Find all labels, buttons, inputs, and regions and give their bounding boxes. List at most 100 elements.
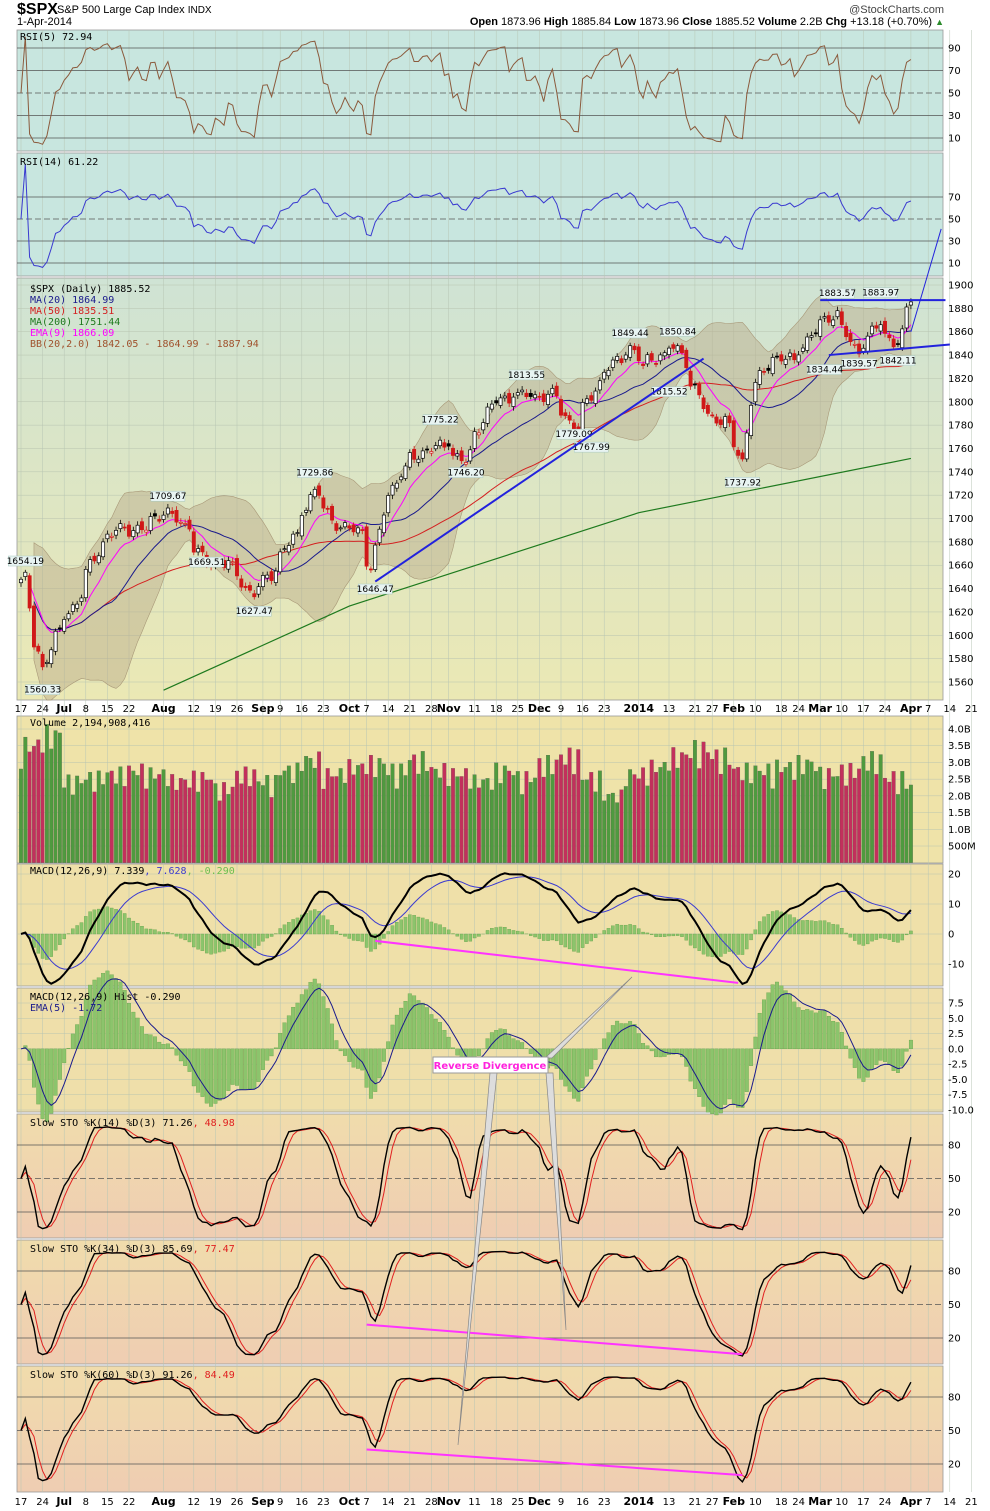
quote-bar: Open 1873.96 High 1885.84 Low 1873.96 Cl…: [470, 16, 944, 28]
volume-bar: [338, 768, 343, 863]
macd-hist-bar: [792, 1001, 797, 1050]
macd-histogram-bar: [300, 914, 304, 935]
price-y-tick: 1600: [948, 631, 973, 642]
macd-histogram-bar: [58, 933, 62, 945]
candle-body: [567, 415, 572, 421]
macd-histogram-bar: [395, 922, 399, 935]
price-label: 1849.44: [612, 329, 649, 339]
sto14-y-tick: 50: [948, 1174, 961, 1185]
candle-body: [783, 358, 788, 365]
candle-body: [874, 325, 879, 329]
rsi5-legend: RSI(5) 72.94: [20, 32, 92, 43]
macd-hist-bar: [718, 1048, 723, 1114]
x-tick-label: 27: [706, 1497, 719, 1508]
volume-bar: [671, 747, 676, 863]
macd-histogram-bar: [62, 933, 66, 940]
volume-bar: [455, 776, 460, 863]
price-label: 1883.57: [819, 289, 856, 299]
candle-body: [809, 335, 814, 338]
macd-hist-bar: [209, 1048, 214, 1107]
macd-hist-bar: [610, 1025, 615, 1050]
volume-bar: [852, 777, 857, 863]
macd-hist-bar: [671, 1048, 676, 1055]
macd-hist-bar: [217, 1048, 222, 1101]
candle-body: [537, 395, 542, 398]
macd-hist-bar: [321, 996, 326, 1050]
volume-bar: [610, 792, 615, 863]
rsi14-y-tick: 50: [948, 215, 961, 226]
price-label: 1746.20: [447, 469, 484, 479]
candle-body: [520, 389, 525, 393]
macd-histogram-bar: [546, 933, 550, 941]
macd-histogram-bar: [680, 933, 684, 937]
macd-hist-bar: [736, 1048, 741, 1108]
vol-y-tick: 1.0B: [948, 825, 971, 836]
volume-bar: [27, 751, 32, 863]
macd-histogram-bar: [205, 933, 209, 954]
macd-hist-bar: [887, 1048, 892, 1065]
sto14-k-line: [20, 1126, 912, 1231]
volume-bar: [101, 784, 105, 863]
x-tick-label: 18: [775, 704, 788, 715]
sto34-y-tick: 50: [948, 1300, 961, 1311]
macd-hist-bar: [416, 1000, 421, 1050]
volume-bar: [818, 766, 823, 863]
sto34-d: , 77.47: [193, 1244, 235, 1255]
volume-bar: [317, 751, 321, 863]
candle-body: [44, 661, 49, 664]
macd-hist-bar: [883, 1048, 887, 1062]
macd-hist-bar: [628, 1021, 633, 1050]
ma200-legend: MA(200) 1751.44: [30, 317, 120, 328]
candle-body: [373, 544, 378, 570]
candle-body: [295, 532, 300, 534]
x-tick-label: 24: [879, 1497, 892, 1508]
x-tick-label: Feb: [723, 702, 746, 715]
volume-bar: [438, 777, 442, 863]
macd-hist-bar: [295, 1002, 300, 1050]
volume-bar: [675, 767, 680, 863]
x-tick-label: Apr: [900, 702, 922, 715]
rsi5-y-tick: 90: [948, 44, 961, 55]
volume-bar: [714, 749, 719, 863]
volume-bar: [70, 794, 75, 863]
macd-hist-bar: [152, 1036, 157, 1050]
price-y-tick: 1800: [948, 397, 973, 408]
volume-bar: [351, 774, 356, 863]
candle-body: [649, 353, 654, 361]
volume-bar: [502, 765, 507, 863]
x-tick-label: 17: [857, 704, 870, 715]
volume-bar: [528, 782, 533, 863]
macd-hist-bar: [204, 1048, 209, 1104]
volume-bar: [347, 759, 352, 863]
macd-histogram-bar: [507, 929, 511, 935]
x-tick-label: 9: [558, 704, 564, 715]
trendline: [374, 357, 705, 583]
macd-hist-bar: [809, 1010, 814, 1050]
macd-y-tick: 20: [948, 870, 961, 881]
x-tick-label: 12: [187, 704, 200, 715]
candle-body: [394, 482, 399, 489]
candle-body: [165, 507, 170, 515]
x-tick-label: 21: [965, 1497, 978, 1508]
macd-hist-bar: [157, 1041, 162, 1050]
candle-body: [312, 488, 317, 498]
macd-hist-ema-line: [20, 978, 912, 1110]
volume-bar: [425, 771, 429, 863]
sto14-k: 71.26: [162, 1118, 192, 1129]
macd-legend-value: 7.339: [114, 866, 144, 877]
candle-body: [658, 354, 663, 362]
macd-histogram-bar: [520, 931, 524, 935]
sto60-y-tick: 50: [948, 1426, 961, 1437]
volume-bar: [874, 774, 879, 863]
candle-body: [619, 358, 624, 364]
x-tick-label: 25: [511, 1497, 524, 1508]
ma50-legend: MA(50) 1835.51: [30, 306, 114, 317]
candle-body: [528, 393, 533, 397]
volume-bar: [114, 783, 118, 863]
candle-body: [325, 507, 330, 510]
macd-hist-bar: [347, 1048, 352, 1062]
volume-bar: [662, 762, 667, 863]
candle-body: [675, 345, 680, 352]
macd-histogram-bar: [736, 933, 740, 955]
volume-bar: [369, 755, 373, 863]
